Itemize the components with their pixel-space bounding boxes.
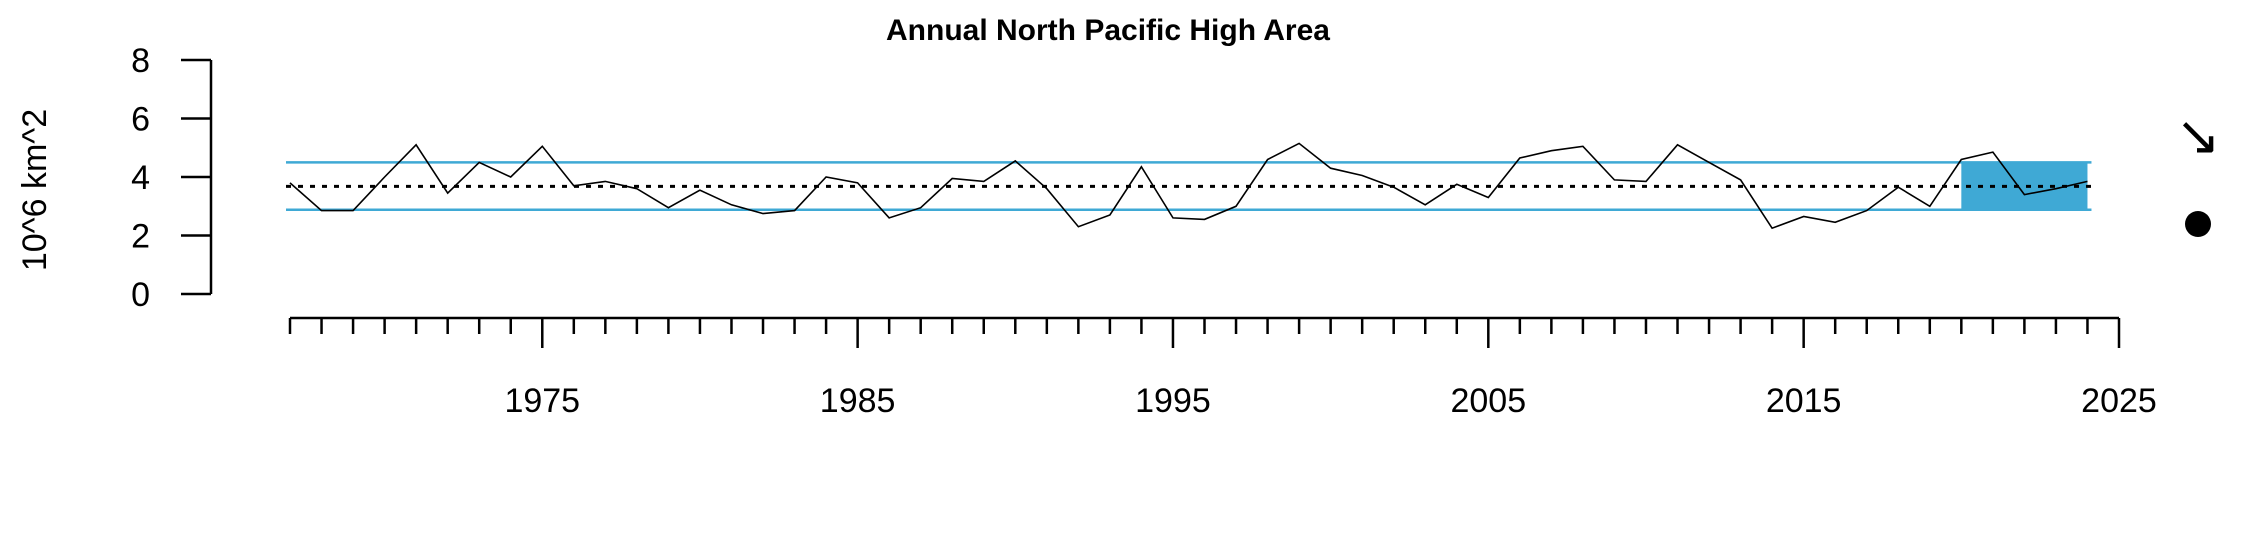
chart-title: Annual North Pacific High Area	[886, 14, 1330, 47]
data-point	[1550, 150, 1552, 152]
y-axis-title: 10^6 km^2	[16, 109, 54, 271]
status-dot-icon	[2185, 211, 2211, 237]
data-point	[1235, 205, 1237, 207]
data-point	[2023, 194, 2025, 196]
y-axis: 0 2 4 6 8	[131, 42, 213, 314]
data-point	[321, 210, 323, 212]
data-point	[1109, 214, 1111, 216]
plot-area	[286, 142, 2092, 230]
y-tick-label: 2	[131, 218, 150, 256]
series-line	[289, 142, 2088, 230]
data-point	[384, 176, 386, 178]
trend-arrow-icon: ↘	[2175, 104, 2220, 167]
x-tick-label: 2025	[2081, 382, 2157, 420]
data-point	[1834, 221, 1836, 223]
data-point	[1456, 183, 1458, 185]
data-point	[1077, 226, 1079, 228]
data-point	[1582, 145, 1584, 147]
data-point	[888, 217, 890, 219]
data-point	[573, 185, 575, 187]
data-point	[1740, 179, 1742, 181]
x-axis: 1975 1985 1995 2005 2015 2025	[288, 316, 2157, 420]
data-point	[352, 210, 354, 212]
data-point	[1708, 161, 1710, 163]
data-point	[289, 182, 291, 184]
data-point	[730, 204, 732, 206]
y-tick-label: 4	[131, 159, 150, 197]
data-point	[2086, 180, 2088, 182]
data-point	[1424, 204, 1426, 206]
data-point	[1803, 215, 1805, 217]
data-point	[1172, 217, 1174, 219]
data-point	[1866, 210, 1868, 212]
data-point	[983, 180, 985, 182]
data-point	[1298, 142, 1300, 144]
data-point	[699, 189, 701, 191]
data-point	[1677, 144, 1679, 146]
data-point	[1046, 188, 1048, 190]
data-point	[636, 188, 638, 190]
data-point	[541, 145, 543, 147]
y-tick-label: 0	[131, 276, 150, 314]
data-point	[510, 176, 512, 178]
x-tick-label: 1975	[504, 382, 580, 420]
data-point	[1140, 166, 1142, 168]
y-tick-label: 6	[131, 101, 150, 139]
data-point	[1929, 205, 1931, 207]
data-point	[667, 207, 669, 209]
data-point	[1645, 180, 1647, 182]
data-point	[478, 161, 480, 163]
x-tick-label: 2005	[1450, 382, 1526, 420]
data-point	[920, 207, 922, 209]
data-point	[1361, 175, 1363, 177]
data-point	[447, 192, 449, 194]
data-point	[951, 177, 953, 179]
data-point	[1267, 158, 1269, 160]
x-tick-label: 2015	[1766, 382, 1842, 420]
data-point	[762, 213, 764, 215]
data-point	[1897, 186, 1899, 188]
data-point	[415, 144, 417, 146]
data-point	[1393, 186, 1395, 188]
data-point	[1960, 158, 1962, 160]
data-point	[1014, 160, 1016, 162]
x-tick-label: 1995	[1135, 382, 1211, 420]
y-tick-label: 8	[131, 42, 150, 80]
data-point	[1613, 179, 1615, 181]
data-point	[1519, 157, 1521, 159]
data-point	[1992, 151, 1994, 153]
data-point	[825, 176, 827, 178]
data-point	[857, 182, 859, 184]
data-point	[1330, 167, 1332, 169]
data-point	[2055, 188, 2057, 190]
x-tick-label: 1985	[820, 382, 896, 420]
data-point	[794, 210, 796, 212]
data-point	[1771, 227, 1773, 229]
data-point	[604, 180, 606, 182]
data-point	[1487, 196, 1489, 198]
data-point	[1204, 218, 1206, 220]
